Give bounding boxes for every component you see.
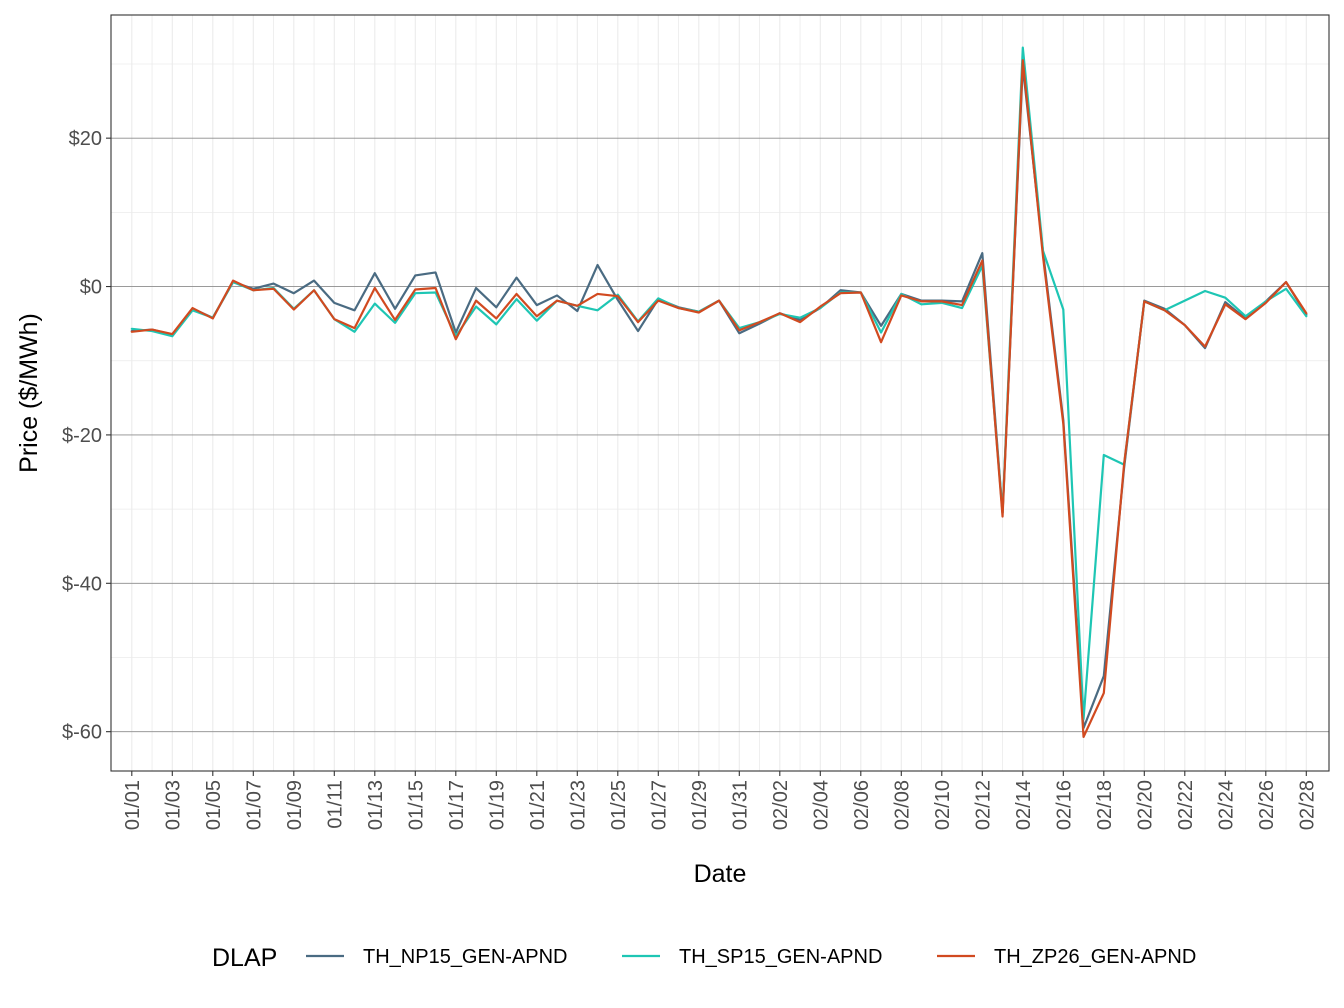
y-tick-label: $0 bbox=[80, 277, 102, 299]
x-tick-label: 02/06 bbox=[851, 780, 873, 830]
x-tick-label: 02/12 bbox=[972, 780, 994, 830]
x-tick-label: 02/28 bbox=[1296, 780, 1318, 830]
y-axis-title: Price ($/MWh) bbox=[15, 313, 43, 473]
x-tick-label: 01/29 bbox=[689, 780, 711, 830]
x-axis-title: Date bbox=[694, 860, 747, 888]
legend-label-th-zp26-gen-apnd: TH_ZP26_GEN-APND bbox=[994, 946, 1196, 968]
x-tick-label: 02/16 bbox=[1053, 780, 1075, 830]
x-tick-label: 01/15 bbox=[405, 780, 427, 830]
x-tick-label: 02/08 bbox=[891, 780, 913, 830]
x-tick-label: 01/27 bbox=[648, 780, 670, 830]
x-tick-label: 01/05 bbox=[203, 780, 225, 830]
x-tick-label: 02/20 bbox=[1134, 780, 1156, 830]
legend-title: DLAP bbox=[212, 944, 277, 972]
y-axis: $20 $0 $-20 $-40 $-60 bbox=[62, 128, 111, 744]
x-tick-label: 01/13 bbox=[365, 780, 387, 830]
x-tick-label: 01/09 bbox=[284, 780, 306, 830]
x-tick-label: 01/31 bbox=[729, 780, 751, 830]
x-tick-label: 02/24 bbox=[1215, 780, 1237, 830]
x-axis: 01/01 01/03 01/05 01/07 01/09 01/11 01/13 01/15… bbox=[122, 771, 1318, 830]
minor-grid bbox=[111, 15, 1329, 771]
x-tick-label: 02/02 bbox=[770, 780, 792, 830]
x-tick-label: 01/03 bbox=[162, 780, 184, 830]
x-tick-label: 02/22 bbox=[1175, 780, 1197, 830]
series-line-th-zp26-gen-apnd bbox=[130, 59, 1308, 738]
x-tick-label: 01/01 bbox=[122, 780, 144, 830]
legend-label-th-sp15-gen-apnd: TH_SP15_GEN-APND bbox=[679, 946, 882, 968]
x-tick-label: 01/19 bbox=[486, 780, 508, 830]
x-tick-label: 02/14 bbox=[1013, 780, 1035, 830]
x-tick-label: 02/26 bbox=[1256, 780, 1278, 830]
y-tick-label: $-20 bbox=[62, 425, 102, 447]
x-tick-label: 02/04 bbox=[810, 780, 832, 830]
panel-border bbox=[110, 14, 1330, 772]
y-tick-label: $20 bbox=[69, 128, 102, 150]
legend-label-th-np15-gen-apnd: TH_NP15_GEN-APND bbox=[363, 946, 568, 968]
x-tick-label: 01/17 bbox=[446, 780, 468, 830]
series-layer bbox=[130, 46, 1308, 738]
x-tick-label: 01/25 bbox=[608, 780, 630, 830]
major-grid bbox=[111, 137, 1329, 733]
x-tick-label: 02/10 bbox=[932, 780, 954, 830]
y-tick-label: $-40 bbox=[62, 573, 102, 595]
x-tick-label: 01/07 bbox=[243, 780, 265, 830]
x-tick-label: 02/18 bbox=[1094, 780, 1116, 830]
x-tick-label: 01/21 bbox=[527, 780, 549, 830]
y-tick-label: $-60 bbox=[62, 722, 102, 744]
x-tick-label: 01/11 bbox=[324, 780, 346, 829]
legend: DLAP TH_NP15_GEN-APND TH_SP15_GEN-APND TH_… bbox=[212, 944, 1196, 972]
x-tick-label: 01/23 bbox=[567, 780, 589, 830]
